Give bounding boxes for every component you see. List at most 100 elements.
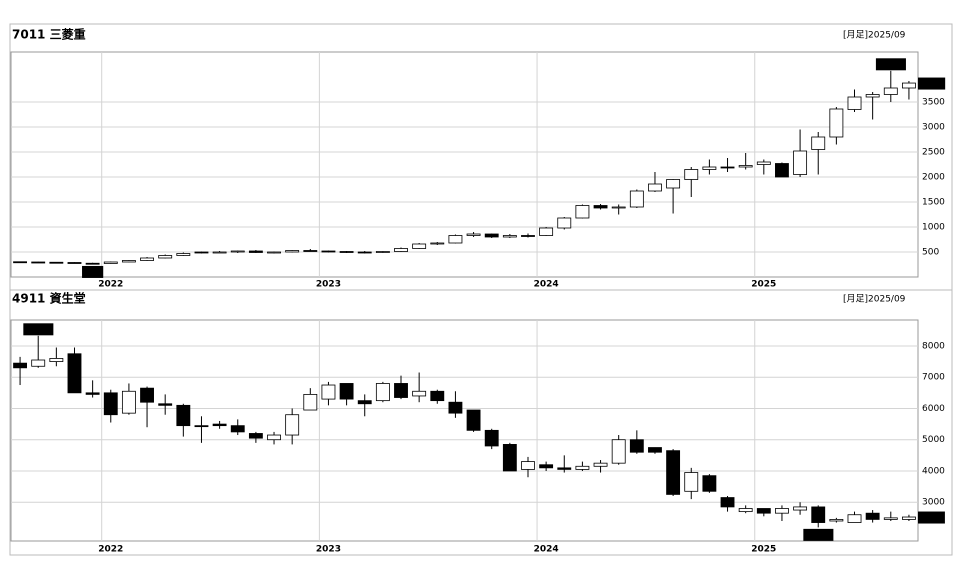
candle-body (557, 467, 572, 470)
candle-body (103, 261, 118, 264)
price-label-box (803, 528, 834, 541)
price-label-text: 4,124 (878, 59, 904, 69)
x-tick-label: 2022 (98, 280, 123, 290)
candle-body (121, 390, 136, 414)
candle-body (484, 429, 499, 447)
candle-body (430, 390, 445, 402)
candle-body (829, 519, 844, 522)
y-tick-label: 8000 (922, 341, 945, 351)
price-label-text: 251 (84, 267, 101, 277)
candle-body (394, 383, 408, 398)
candle-body (212, 251, 227, 254)
price-label: 4,124 (875, 58, 906, 71)
x-tick-label: 2022 (98, 545, 123, 555)
x-tick-label: 2024 (534, 280, 559, 290)
candle-body (158, 403, 173, 406)
candle-body (466, 409, 481, 431)
candle-body (194, 251, 209, 254)
candle-body (829, 108, 844, 138)
candle-body (339, 251, 354, 253)
candle-body (103, 392, 118, 416)
candle-body (865, 94, 880, 98)
price-label-box (918, 77, 946, 90)
candle-body (593, 462, 608, 467)
candle-body (793, 506, 808, 511)
y-tick-label: 1000 (922, 223, 945, 233)
price-label-box (875, 58, 906, 71)
candle-body (684, 472, 699, 492)
candle-body (321, 384, 336, 400)
candle-body (230, 250, 245, 253)
candle-body (666, 450, 681, 495)
candle-body (720, 166, 735, 169)
candle-body (13, 362, 28, 369)
candle-body (775, 508, 789, 514)
y-tick-label: 3000 (922, 123, 945, 133)
x-tick-label: 2025 (751, 545, 776, 555)
price-label: 8,324 (23, 323, 54, 336)
candle-body (303, 393, 318, 411)
candle-body (684, 169, 699, 180)
x-tick-label: 2025 (751, 280, 776, 290)
candle-body (666, 179, 681, 189)
candle-body (901, 82, 916, 89)
candle-body (648, 447, 662, 453)
price-label-text: 2527 (920, 513, 943, 523)
candle-body (502, 235, 517, 238)
candle-body (521, 235, 535, 237)
candle-body (13, 261, 28, 264)
price-label: 251 (82, 265, 104, 278)
candle-body (611, 206, 626, 209)
candle-body (230, 425, 245, 433)
candle-body (575, 465, 590, 470)
candle-body (521, 461, 535, 470)
candle-body (539, 464, 554, 469)
candle-body (267, 434, 281, 441)
candle-body (321, 250, 336, 253)
y-tick-label: 1500 (922, 198, 945, 208)
candle-body (629, 439, 644, 453)
candle-body (883, 87, 898, 95)
y-tick-label: 500 (922, 248, 939, 258)
price-label-text: 8,324 (25, 324, 51, 334)
candle-body (448, 401, 463, 414)
candle-body (702, 166, 717, 170)
candle-body (140, 387, 154, 403)
x-tick-label: 2023 (316, 280, 341, 290)
y-tick-label: 2000 (922, 173, 945, 183)
candle-body (756, 161, 771, 165)
candle-body (466, 233, 481, 236)
period-label: [月足]2025/09 (843, 294, 906, 305)
candle-body (648, 183, 662, 192)
candle-body (865, 512, 880, 520)
candle-body (248, 433, 263, 439)
candle-body (847, 514, 862, 523)
candle-body (738, 165, 753, 168)
candle-body (140, 257, 154, 261)
price-label-box (23, 323, 54, 336)
price-label: 3879 (918, 77, 946, 90)
candle-body (31, 359, 46, 367)
candle-body (593, 205, 608, 209)
candle-body (484, 233, 499, 238)
candle-body (375, 251, 390, 253)
y-tick-label: 2500 (922, 148, 945, 158)
candle-body (285, 250, 300, 253)
candle-body (901, 516, 916, 520)
candle-body (339, 383, 354, 400)
candle-body (738, 508, 753, 513)
candle-body (702, 475, 717, 492)
y-tick-label: 7000 (922, 373, 945, 383)
candle-body (176, 404, 191, 427)
plot-area (10, 319, 919, 542)
candle-body (158, 255, 173, 259)
candle-body (775, 163, 789, 178)
candle-body (811, 506, 826, 523)
candle-body (539, 227, 554, 236)
candle-body (883, 517, 898, 520)
price-label-text: 2,196 (805, 530, 831, 540)
y-tick-label: 3000 (922, 498, 945, 508)
x-tick-label: 2024 (534, 545, 559, 555)
